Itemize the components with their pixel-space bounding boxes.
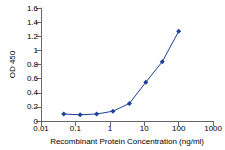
svg-text:0.1: 0.1 bbox=[70, 124, 82, 133]
svg-text:OD 450: OD 450 bbox=[8, 50, 17, 78]
svg-text:1: 1 bbox=[34, 46, 39, 55]
svg-text:1: 1 bbox=[108, 124, 113, 133]
svg-text:0.6: 0.6 bbox=[27, 74, 39, 83]
svg-text:1.4: 1.4 bbox=[27, 18, 39, 27]
svg-text:10: 10 bbox=[140, 124, 149, 133]
svg-text:0: 0 bbox=[33, 116, 38, 126]
svg-text:1000: 1000 bbox=[204, 124, 222, 133]
svg-text:0.4: 0.4 bbox=[27, 88, 39, 97]
svg-text:100: 100 bbox=[172, 124, 186, 133]
svg-text:1.6: 1.6 bbox=[27, 4, 39, 13]
svg-text:1.2: 1.2 bbox=[27, 32, 39, 41]
svg-text:0.2: 0.2 bbox=[27, 102, 39, 111]
svg-text:0.8: 0.8 bbox=[27, 60, 39, 69]
svg-text:0.01: 0.01 bbox=[33, 124, 49, 133]
svg-text:Recombinant Protein Concentrat: Recombinant Protein Concentration (ng/ml… bbox=[50, 137, 204, 146]
